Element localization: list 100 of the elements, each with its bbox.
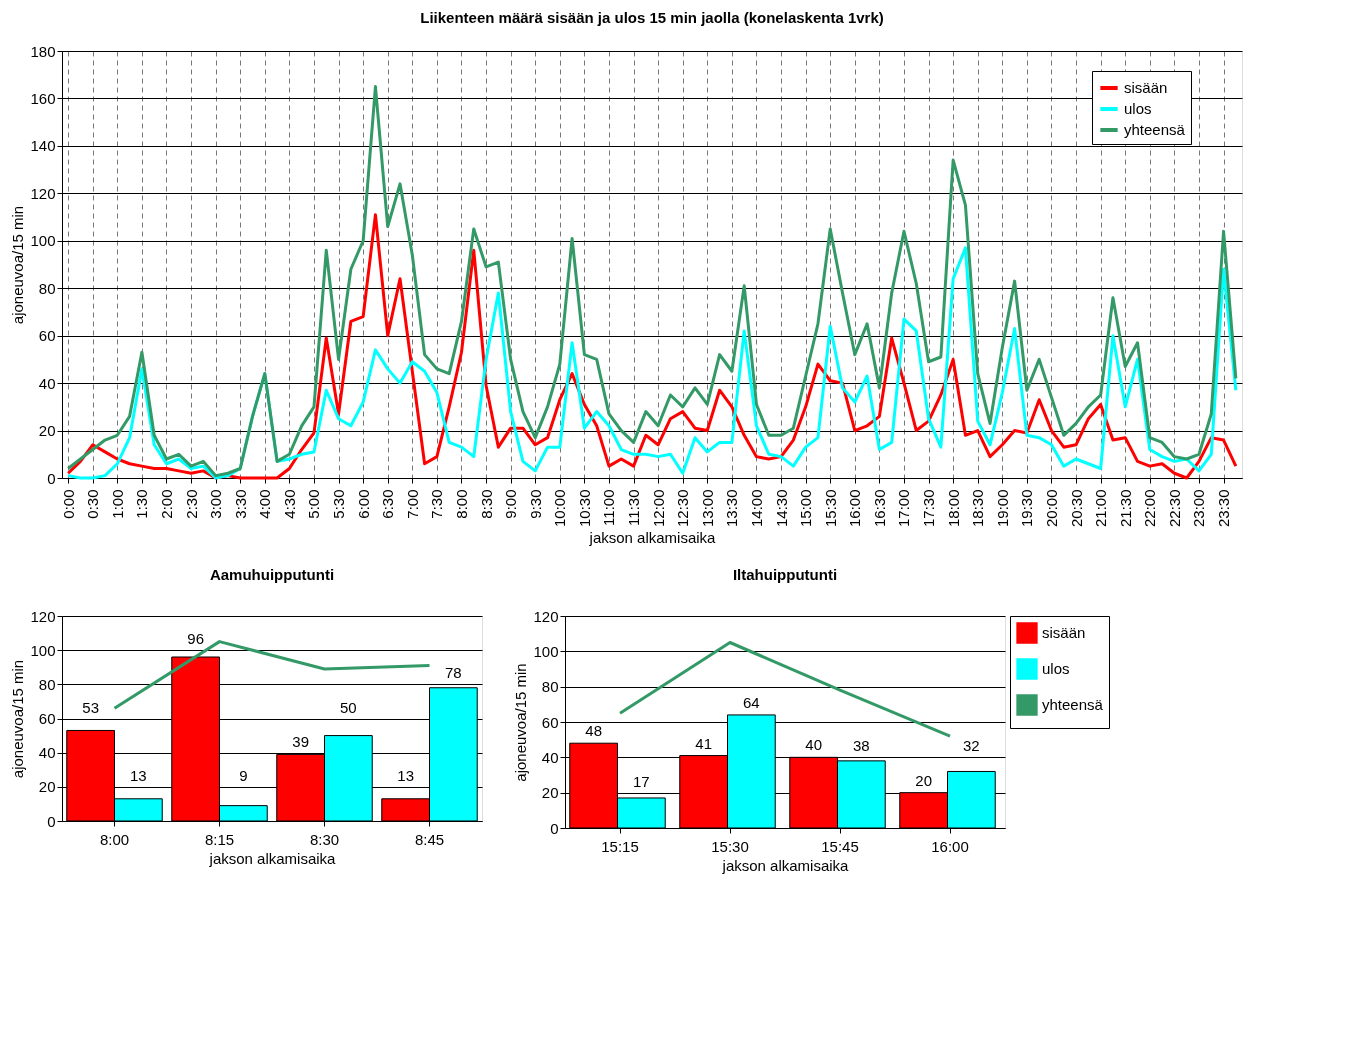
y-tick-label: 160 [30, 89, 56, 107]
x-tick-label: 8:15 [204, 830, 235, 848]
x-tick-label: 9:00 [502, 489, 520, 519]
y-tick-label: 80 [38, 279, 56, 297]
x-tick-label: 18:30 [969, 489, 987, 528]
data-label: 40 [805, 736, 822, 754]
y-tick-label: 40 [541, 748, 559, 766]
x-tick-label: 8:45 [414, 830, 445, 848]
x-tick-label: 16:30 [870, 489, 888, 528]
x-tick-label: 1:00 [108, 489, 126, 519]
x-tick-label: 21:00 [1092, 489, 1110, 528]
y-tick-label: 120 [533, 607, 559, 625]
x-tick-label: 2:00 [157, 489, 175, 519]
x-tick-label: 17:30 [920, 489, 938, 528]
x-tick-label: 14:00 [747, 489, 765, 528]
y-tick-label: 60 [38, 710, 56, 727]
y-tick-label: 40 [38, 744, 56, 762]
y-tick-label: 20 [541, 784, 559, 802]
y-axis-title: ajoneuvoa/15 min [9, 205, 27, 325]
x-tick-label: 10:00 [551, 489, 569, 528]
x-tick-label: 15:30 [711, 837, 749, 855]
y-tick-label: 0 [47, 469, 56, 487]
x-tick-label: 6:00 [354, 489, 372, 519]
x-tick-label: 23:30 [1215, 489, 1233, 528]
x-tick-label: 18:00 [944, 489, 962, 528]
x-tick-label: 3:00 [207, 489, 225, 519]
x-tick-label: 15:00 [797, 489, 815, 528]
data-label: 13 [130, 766, 147, 784]
legend-label: sisään [1042, 624, 1086, 641]
x-tick-label: 8:30 [477, 489, 495, 519]
data-label: 20 [915, 771, 932, 789]
x-tick-label: 12:30 [674, 489, 692, 528]
data-label: 39 [292, 733, 309, 751]
data-label: 17 [633, 772, 650, 790]
x-tick-label: 6:30 [379, 489, 397, 519]
x-tick-label: 17:00 [895, 489, 913, 528]
x-tick-label: 7:00 [403, 489, 421, 519]
y-tick-label: 60 [541, 713, 559, 731]
line-series [618, 641, 952, 738]
x-tick-label: 1:30 [133, 489, 151, 519]
x-tick-label: 8:00 [99, 830, 130, 848]
y-tick-label: 60 [38, 327, 56, 345]
y-tick-label: 120 [30, 607, 56, 625]
x-tick-label: 8:00 [452, 489, 470, 519]
y-tick-label: 100 [533, 642, 559, 660]
y-tick-label: 80 [541, 678, 559, 696]
y-tick-label: 80 [38, 675, 56, 693]
x-tick-label: 15:45 [821, 837, 859, 855]
data-label: 9 [239, 766, 248, 784]
y-tick-label: 0 [550, 819, 559, 837]
y-tick-label: 0 [47, 812, 56, 830]
chart-title: Liikenteen määrä sisään ja ulos 15 min jaolla (konelaskenta 1vrk) [420, 9, 884, 26]
x-tick-label: 4:00 [256, 489, 274, 519]
x-tick-label: 10:30 [575, 489, 593, 528]
x-tick-label: 16:00 [846, 489, 864, 528]
x-tick-label: 23:00 [1190, 489, 1208, 528]
x-tick-label: 5:30 [330, 489, 348, 519]
x-tick-label: 7:30 [428, 489, 446, 519]
x-tick-label: 13:30 [723, 489, 741, 528]
x-tick-label: 0:00 [59, 489, 77, 519]
y-tick-label: 20 [38, 422, 56, 440]
x-tick-label: 16:00 [931, 837, 969, 855]
y-tick-label: 100 [30, 641, 56, 659]
x-tick-label: 19:30 [1018, 489, 1036, 528]
x-axis-title: jakson alkamisaika [208, 849, 337, 867]
x-tick-label: 14:30 [772, 489, 790, 528]
x-tick-label: 22:30 [1165, 489, 1183, 528]
x-axis-title: jakson alkamisaika [721, 856, 850, 874]
x-tick-label: 15:30 [821, 489, 839, 528]
x-tick-label: 20:00 [1042, 489, 1060, 528]
x-tick-label: 20:30 [1067, 489, 1085, 528]
x-tick-label: 9:30 [526, 489, 544, 519]
data-label: 64 [743, 693, 760, 711]
data-label: 38 [853, 737, 870, 755]
chart-title: Iltahuipputunti [732, 566, 838, 583]
legend-label: ulos [1042, 660, 1070, 677]
legend-label: yhteensä [1124, 121, 1186, 138]
chart-title: Aamuhuipputunti [209, 566, 335, 583]
x-tick-label: 13:00 [698, 489, 716, 528]
x-tick-label: 5:00 [305, 489, 323, 519]
y-axis-title: ajoneuvoa/15 min [9, 659, 27, 779]
data-label: 32 [963, 737, 980, 755]
x-tick-label: 3:30 [231, 489, 249, 519]
x-tick-label: 0:30 [84, 489, 102, 519]
data-label: 50 [340, 698, 357, 716]
x-tick-label: 12:00 [649, 489, 667, 528]
legend-label: yhteensä [1042, 696, 1104, 713]
data-label: 48 [585, 722, 602, 740]
legend-label: ulos [1124, 100, 1152, 117]
x-tick-label: 21:30 [1116, 489, 1134, 528]
data-label: 13 [397, 766, 414, 784]
y-tick-label: 140 [30, 137, 56, 155]
x-tick-label: 2:30 [182, 489, 200, 519]
x-tick-label: 11:30 [625, 489, 643, 526]
data-label: 41 [695, 734, 712, 752]
x-tick-label: 8:30 [309, 830, 340, 848]
x-tick-label: 15:15 [601, 837, 639, 855]
legend-label: sisään [1124, 79, 1168, 96]
x-tick-label: 19:00 [993, 489, 1011, 528]
y-tick-label: 100 [30, 232, 56, 250]
